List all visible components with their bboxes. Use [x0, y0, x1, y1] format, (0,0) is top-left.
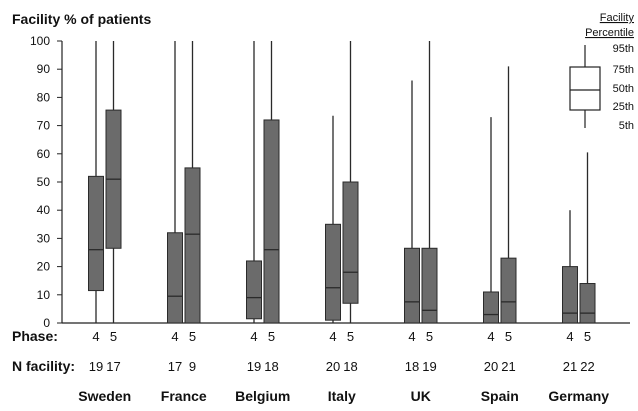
phase-label: 4 — [171, 329, 178, 344]
legend-label: 50th — [613, 83, 634, 95]
iqr-box — [167, 232, 183, 324]
n-facility-value: 18 — [405, 359, 419, 374]
phase-label: 5 — [505, 329, 512, 344]
country-label: Spain — [481, 388, 519, 404]
box-sweden-phase-5 — [105, 41, 122, 323]
box-italy-phase-5 — [342, 41, 359, 323]
box-uk-phase-5 — [421, 41, 438, 324]
legend-label: 95th — [613, 43, 634, 55]
phase-label: 5 — [268, 329, 275, 344]
iqr-box — [500, 257, 517, 324]
iqr-box — [483, 291, 499, 324]
phase-label: 4 — [487, 329, 494, 344]
n-facility-value: 21 — [501, 359, 515, 374]
phase-label: 4 — [250, 329, 257, 344]
legend-title: Percentile — [585, 27, 634, 39]
phase-label: 5 — [426, 329, 433, 344]
x-labels: Phase: N facility: 4 19 5 17 Sweden 4 17 5 9 France… — [12, 328, 609, 404]
y-tick-label: 70 — [37, 119, 51, 133]
y-tick-label: 60 — [37, 147, 51, 161]
chart-title: Facility % of patients — [12, 11, 151, 27]
n-facility-value: 18 — [264, 359, 278, 374]
y-tick-label: 10 — [37, 288, 51, 302]
phase-label: 5 — [110, 329, 117, 344]
box-germany-phase-5 — [579, 152, 596, 324]
box-belgium-phase-5 — [263, 41, 280, 324]
legend-label: 75th — [613, 64, 634, 76]
n-facility-value: 9 — [189, 359, 196, 374]
n-facility-value: 20 — [326, 359, 340, 374]
country-label: France — [161, 388, 207, 404]
y-tick-label: 40 — [37, 203, 51, 217]
phase-label: 4 — [329, 329, 336, 344]
box-uk-phase-4 — [404, 80, 420, 324]
country-label: Sweden — [78, 388, 131, 404]
n-facility-value: 19 — [89, 359, 103, 374]
y-tick-label: 90 — [37, 62, 51, 76]
box-france-phase-4 — [167, 41, 183, 324]
y-tick-label: 30 — [37, 231, 51, 245]
iqr-box — [404, 247, 420, 324]
legend-label: 5th — [619, 120, 634, 132]
n-facility-value: 19 — [422, 359, 436, 374]
iqr-box — [246, 260, 262, 320]
legend-title: Facility — [600, 12, 635, 24]
country-label: Belgium — [235, 388, 290, 404]
box-spain-phase-4 — [483, 117, 499, 324]
n-facility-row-label: N facility: — [12, 358, 75, 374]
n-facility-value: 18 — [343, 359, 357, 374]
iqr-box — [88, 175, 104, 292]
country-label: UK — [411, 388, 431, 404]
y-tick-label: 100 — [30, 34, 50, 48]
n-facility-value: 21 — [563, 359, 577, 374]
phase-row-label: Phase: — [12, 328, 58, 344]
box-series — [88, 41, 596, 324]
iqr-box — [325, 223, 341, 321]
y-tick-label: 80 — [37, 90, 51, 104]
box-germany-phase-4 — [562, 210, 578, 324]
legend: Facility Percentile 95th 75th 50th 25th 5th — [569, 12, 635, 132]
legend-box — [569, 66, 601, 111]
y-tick-label: 0 — [43, 316, 50, 330]
n-facility-value: 22 — [580, 359, 594, 374]
iqr-box — [579, 283, 596, 324]
y-tick-label: 20 — [37, 260, 51, 274]
y-axis: 0 10 20 30 40 50 60 70 80 90 100 — [30, 34, 630, 330]
box-italy-phase-4 — [325, 115, 341, 323]
box-sweden-phase-4 — [88, 41, 104, 323]
iqr-box — [342, 181, 359, 304]
n-facility-value: 17 — [106, 359, 120, 374]
n-facility-value: 17 — [168, 359, 182, 374]
y-tick-label: 50 — [37, 175, 51, 189]
box-spain-phase-5 — [500, 66, 517, 324]
iqr-box — [421, 247, 438, 324]
iqr-box — [562, 266, 578, 324]
country-label: Italy — [328, 388, 356, 404]
n-facility-value: 20 — [484, 359, 498, 374]
box-france-phase-5 — [184, 41, 201, 324]
phase-label: 5 — [347, 329, 354, 344]
iqr-box — [263, 119, 280, 324]
phase-label: 4 — [408, 329, 415, 344]
legend-label: 25th — [613, 101, 634, 113]
phase-label: 4 — [566, 329, 573, 344]
box-belgium-phase-4 — [246, 41, 262, 323]
phase-label: 5 — [584, 329, 591, 344]
iqr-box — [184, 167, 201, 324]
n-facility-value: 19 — [247, 359, 261, 374]
phase-label: 5 — [189, 329, 196, 344]
country-label: Germany — [548, 388, 609, 404]
phase-label: 4 — [92, 329, 99, 344]
